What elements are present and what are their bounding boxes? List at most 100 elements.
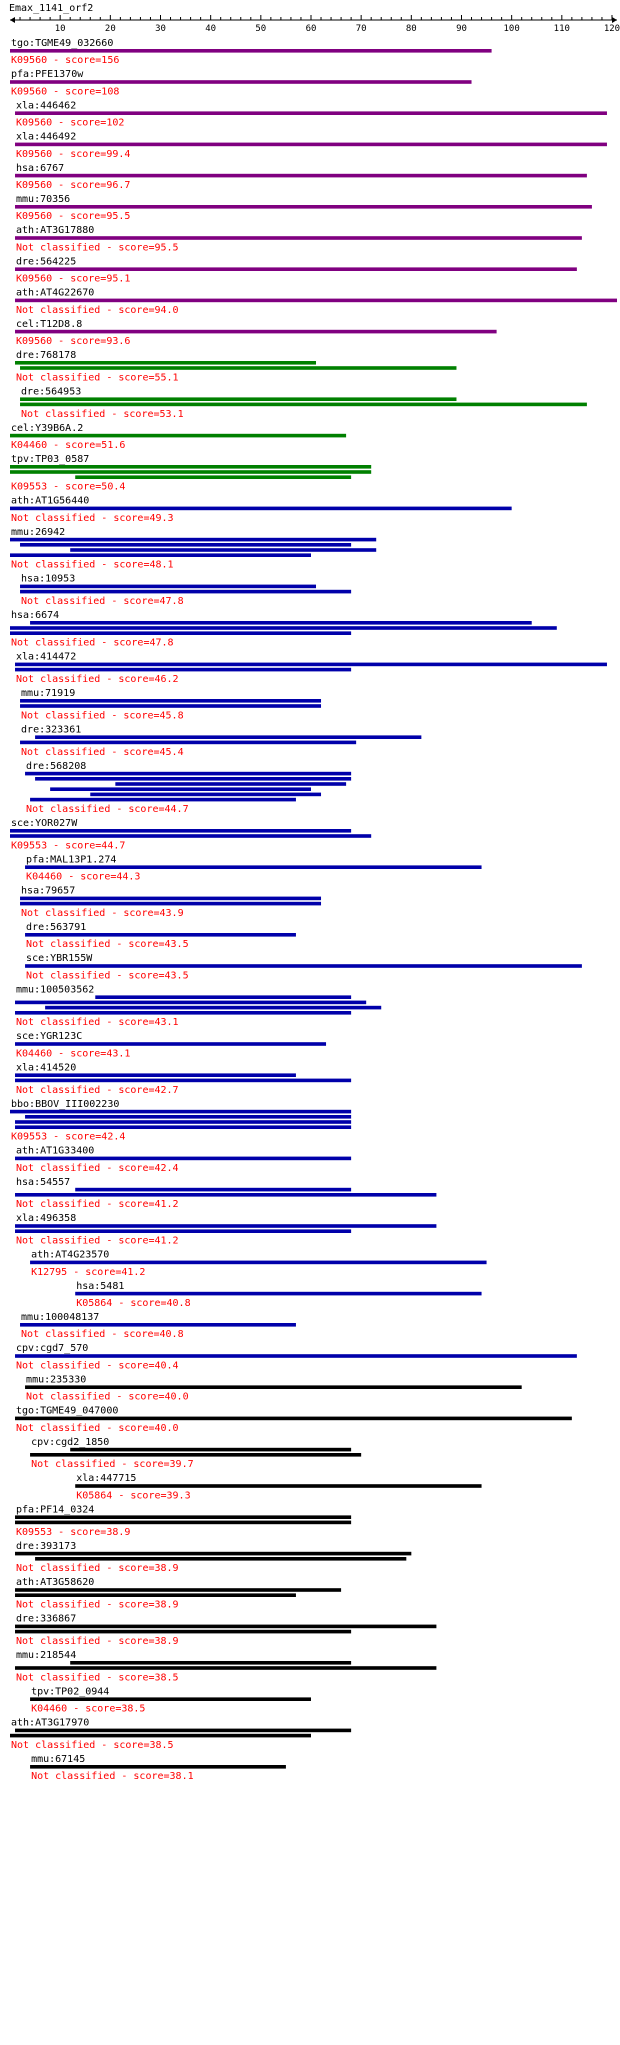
hit-score: Not classified - score=55.1: [16, 372, 179, 383]
alignment-bar: [15, 1120, 352, 1124]
alignment-bar: [15, 205, 592, 209]
alignment-bar: [20, 704, 322, 708]
hit-entry: cpv:cgd7_570 Not classified - score=40.4: [15, 1343, 577, 1371]
hit-label: pfa:PF14_0324: [16, 1504, 94, 1515]
axis-tick-label: 10: [55, 24, 66, 34]
alignment-bar: [15, 267, 577, 271]
alignment-bar: [15, 1229, 352, 1233]
hit-score: Not classified - score=43.9: [21, 908, 184, 919]
hit-score: Not classified - score=47.8: [11, 638, 174, 649]
alignment-bar: [15, 1515, 352, 1519]
axis-tick-label: 120: [604, 24, 620, 34]
axis-tick-label: 100: [504, 24, 520, 34]
alignment-bar: [15, 1073, 296, 1077]
alignment-bar: [20, 896, 322, 901]
hit-score: Not classified - score=49.3: [11, 513, 174, 524]
alignment-bar: [70, 1661, 352, 1665]
hit-label: dre:568208: [26, 761, 86, 772]
alignment-bar: [15, 1011, 352, 1015]
hit-score: K04460 - score=44.3: [26, 872, 140, 883]
hit-entry: mmu:67145 Not classified - score=38.1: [30, 1754, 286, 1782]
hit-label: bbo:BBOV_III002230: [11, 1099, 119, 1110]
hit-score: K09553 - score=38.9: [16, 1527, 130, 1538]
hit-entry: dre:563791 Not classified - score=43.5: [25, 922, 296, 950]
alignment-bar: [10, 49, 492, 53]
alignment-bar: [25, 933, 296, 937]
hit-entry: mmu:71919 Not classified - score=45.8: [20, 688, 322, 721]
hit-score: Not classified - score=43.1: [16, 1017, 179, 1028]
hit-label: dre:564953: [21, 386, 81, 397]
hit-label: xla:414520: [16, 1062, 76, 1073]
hit-score: K09560 - score=95.1: [16, 274, 130, 285]
alignment-bar: [95, 995, 352, 999]
hit-label: xla:447715: [76, 1473, 136, 1484]
hit-entry: hsa:54557 Not classified - score=41.2: [15, 1177, 437, 1210]
axis-tick-label: 60: [306, 24, 317, 34]
hit-label: mmu:26942: [11, 527, 65, 538]
hit-label: sce:YGR123C: [16, 1031, 82, 1042]
alignment-bar: [15, 1624, 437, 1629]
hit-score: Not classified - score=40.4: [16, 1360, 179, 1371]
hit-entry: hsa:79657 Not classified - score=43.9: [20, 886, 322, 919]
alignment-bar: [35, 735, 422, 739]
hit-entry: ath:AT1G33400 Not classified - score=42.4: [15, 1146, 352, 1174]
alignment-bar: [20, 397, 457, 401]
alignment-bar: [15, 662, 607, 667]
hit-score: Not classified - score=95.5: [16, 242, 179, 253]
hit-score: Not classified - score=43.5: [26, 970, 189, 981]
hit-entry: pfa:MAL13P1.274 K04460 - score=44.3: [25, 854, 482, 883]
alignment-bar: [15, 329, 497, 334]
hit-label: xla:414472: [16, 652, 76, 663]
alignment-bar: [35, 1557, 407, 1561]
alignment-bar: [15, 1593, 296, 1597]
hit-entry: dre:564225 K09560 - score=95.1: [15, 256, 577, 285]
alignment-bar: [30, 1453, 362, 1457]
alignment-bar: [75, 1484, 482, 1488]
hit-score: K09553 - score=50.4: [11, 482, 125, 493]
hit-score: K09560 - score=102: [16, 118, 124, 129]
hit-score: Not classified - score=41.2: [16, 1199, 179, 1210]
hit-label: mmu:218544: [16, 1650, 76, 1661]
alignment-bar: [10, 433, 347, 438]
hit-entry: tpv:TP02_0944 K04460 - score=38.5: [30, 1686, 311, 1715]
alignment-bar: [20, 366, 457, 370]
alignment-bar: [10, 834, 372, 838]
alignment-bar: [35, 777, 352, 781]
alignment-bar: [15, 142, 607, 147]
hit-entry: xla:446462 K09560 - score=102: [15, 100, 607, 129]
alignment-bar: [10, 1733, 311, 1738]
alignment-bar: [10, 631, 352, 635]
hit-entry: xla:447715 K05864 - score=39.3: [75, 1473, 482, 1501]
hit-label: hsa:10953: [21, 574, 75, 585]
alignment-bar: [25, 865, 482, 869]
hit-entry: mmu:26942 Not classified - score=48.1: [10, 527, 377, 571]
hit-label: hsa:6674: [11, 610, 59, 621]
hit-score: Not classified - score=38.9: [16, 1563, 179, 1574]
hit-entry: xla:446492 K09560 - score=99.4: [15, 132, 607, 160]
hit-entry: hsa:6674 Not classified - score=47.8: [10, 610, 557, 649]
hit-entry: sce:YBR155W Not classified - score=43.5: [25, 953, 582, 981]
hit-label: hsa:79657: [21, 886, 75, 897]
hit-score: Not classified - score=45.4: [21, 747, 184, 758]
axis-left-arrow-icon: [10, 17, 15, 23]
hit-label: hsa:6767: [16, 163, 64, 174]
hit-score: K04460 - score=38.5: [31, 1704, 145, 1715]
alignment-bar: [10, 537, 377, 542]
hit-entry: ath:AT1G56440 Not classified - score=49.3: [10, 496, 512, 524]
hit-score: Not classified - score=44.7: [26, 804, 189, 815]
hit-label: mmu:100048137: [21, 1312, 99, 1323]
hit-score: K09553 - score=44.7: [11, 840, 125, 851]
alignment-bar: [15, 173, 587, 178]
hit-entry: pfa:PFE1370w K09560 - score=108: [10, 69, 472, 97]
axis-tick-label: 110: [554, 24, 570, 34]
alignment-bar: [30, 797, 296, 802]
hit-entry: mmu:100048137 Not classified - score=40.8: [20, 1312, 296, 1340]
alignment-bar: [30, 1260, 487, 1265]
hit-entry: cel:Y39B6A.2 K04460 - score=51.6: [10, 423, 347, 451]
position-axis: 10 20 30 40 50 60 70 80 90 100 110 120: [10, 15, 620, 34]
hit-entry: dre:393173 Not classified - score=38.9: [15, 1541, 412, 1574]
alignment-bar: [15, 1728, 352, 1733]
alignment-bar: [10, 829, 352, 833]
alignment-bar: [10, 80, 472, 84]
